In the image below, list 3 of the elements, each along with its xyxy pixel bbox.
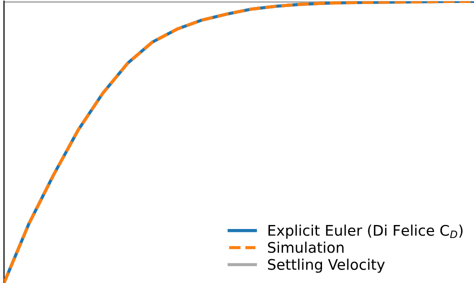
legend-label: Settling Velocity xyxy=(268,258,385,273)
legend-label: Explicit Euler (Di Felice C$_{D}$) xyxy=(268,224,463,239)
legend-label: Simulation xyxy=(268,242,344,253)
